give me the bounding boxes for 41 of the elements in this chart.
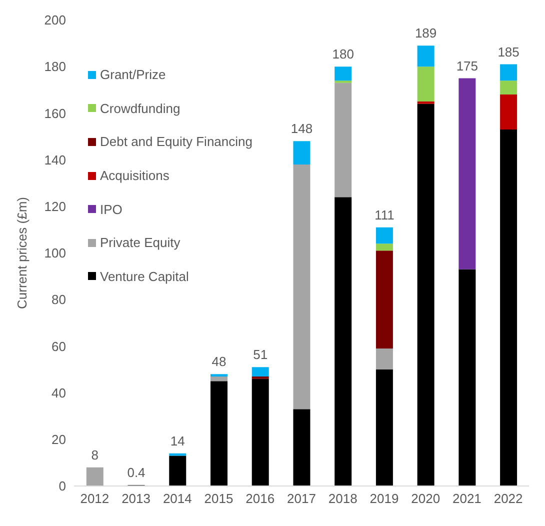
y-tick-label: 0: [58, 478, 66, 494]
total-label: 185: [498, 44, 520, 60]
x-tick-label: 2019: [370, 491, 399, 506]
x-tick-label: 2022: [494, 491, 523, 506]
y-tick-label: 20: [52, 432, 66, 448]
y-tick-label: 140: [44, 152, 66, 168]
legend-label: Venture Capital: [100, 268, 189, 284]
total-label: 48: [212, 354, 226, 370]
total-label: 8: [91, 447, 99, 462]
x-tick-label: 2016: [246, 491, 275, 506]
y-tick-label: 120: [44, 199, 66, 214]
x-tick-label: 2014: [162, 491, 192, 506]
y-axis-title: Current prices (£m): [14, 197, 30, 309]
legend-label: IPO: [100, 202, 122, 217]
total-label: 148: [290, 121, 313, 136]
total-label: 189: [414, 26, 437, 41]
total-label: 14: [170, 433, 185, 448]
legend-label: Acquisitions: [100, 168, 170, 184]
total-label: 175: [456, 58, 478, 74]
x-tick-label: 2013: [122, 491, 151, 506]
x-tick-label: 2018: [328, 491, 358, 506]
total-label: 111: [374, 207, 394, 222]
legend-label: Private Equity: [100, 235, 180, 250]
y-tick-label: 100: [44, 246, 66, 261]
total-label: 0.4: [127, 465, 146, 480]
y-tick-label: 40: [52, 385, 66, 400]
y-tick-label: 80: [52, 292, 66, 308]
x-tick-label: 2021: [452, 491, 482, 506]
x-tick-label: 2017: [287, 491, 316, 506]
y-tick-label: 180: [44, 59, 66, 74]
x-tick-label: 2012: [80, 491, 110, 506]
legend-label: Grant/Prize: [100, 67, 166, 82]
legend-label: Debt and Equity Financing: [100, 134, 252, 150]
x-tick-label: 2020: [411, 491, 440, 506]
y-tick-label: 60: [52, 338, 66, 354]
total-label: 180: [332, 46, 354, 62]
total-label: 51: [253, 347, 268, 362]
y-tick-label: 200: [44, 12, 66, 28]
legend-label: Crowdfunding: [100, 100, 180, 116]
y-tick-label: 160: [44, 106, 66, 121]
x-tick-label: 2015: [204, 491, 234, 506]
